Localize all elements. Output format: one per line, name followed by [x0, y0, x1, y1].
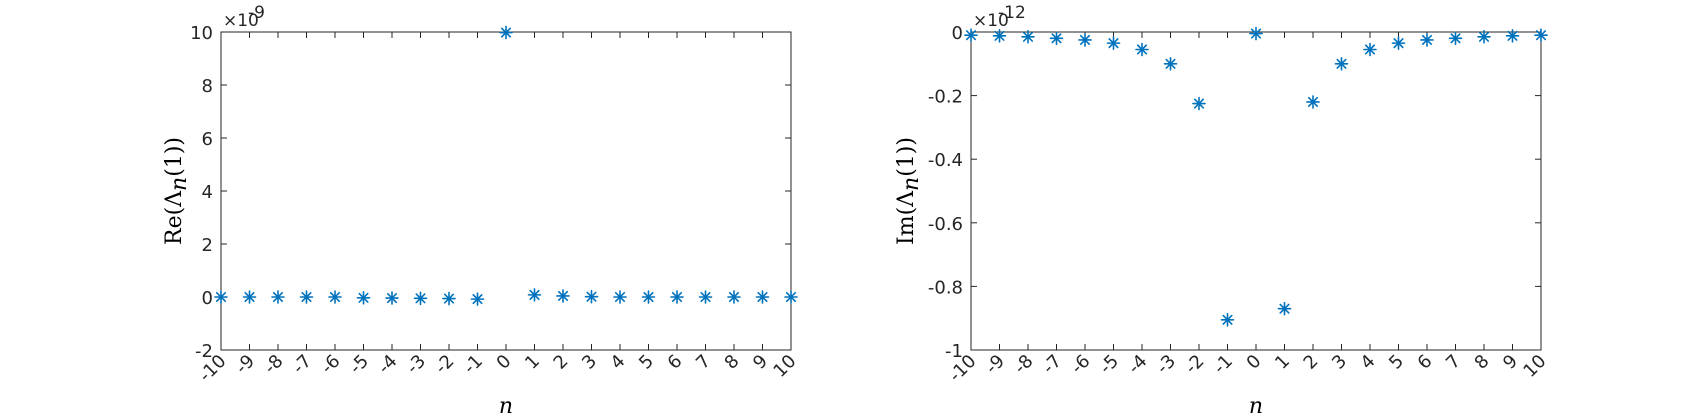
data-point — [499, 25, 513, 40]
y-tick-label: 6 — [202, 129, 213, 150]
plot-area — [220, 31, 792, 351]
data-point — [1534, 28, 1548, 42]
y-tick-label: -0.4 — [928, 150, 963, 171]
y-axis-label-suffix: (1)) — [894, 137, 919, 177]
data-point — [641, 290, 656, 304]
y-tick-label: 2 — [202, 235, 213, 256]
data-point — [1477, 29, 1491, 44]
data-point — [1334, 56, 1349, 71]
x-axis-label: n — [1249, 394, 1263, 419]
data-point — [1078, 33, 1092, 47]
data-point — [413, 291, 428, 306]
data-point — [356, 290, 371, 305]
y-axis-label: Re(Λn(1)) — [162, 137, 192, 245]
y-tick-label: -2 — [195, 341, 213, 362]
data-point — [755, 290, 770, 304]
y-axis-label: Im(Λn(1)) — [894, 137, 924, 245]
data-point — [992, 29, 1007, 43]
y-tick-label: -0.2 — [928, 87, 963, 108]
data-point — [271, 290, 285, 304]
y-axis-label-subscript: n — [167, 177, 192, 191]
y-tick-label: 4 — [202, 182, 213, 203]
data-point — [1448, 31, 1463, 46]
data-point — [214, 290, 228, 304]
y-exponent-base: ×10 — [223, 11, 259, 31]
y-exponent-base: ×10 — [973, 11, 1009, 31]
data-point — [470, 292, 485, 306]
data-point — [1306, 95, 1320, 109]
data-point — [1021, 29, 1035, 44]
data-point — [1277, 301, 1292, 316]
x-axis-label: n — [499, 394, 513, 419]
y-tick-label: -0.8 — [928, 277, 963, 298]
y-exponent-power: -12 — [998, 3, 1026, 23]
data-point — [670, 290, 684, 304]
data-point — [299, 290, 314, 304]
y-axis-label-prefix: Re(Λ — [162, 190, 187, 245]
data-point — [1420, 33, 1434, 47]
y-axis-label-subscript: n — [899, 177, 924, 191]
data-point — [1163, 56, 1178, 71]
data-point — [328, 290, 342, 304]
chart-panel-real: -10 -9 -8 -7 -6 -5 -4 -3 -2 -1 0 1 2 3 4 5 6 7 8 910-202468… — [162, 3, 801, 419]
data-point — [1049, 31, 1064, 46]
data-point — [1135, 42, 1149, 57]
y-tick-label: 8 — [202, 76, 213, 97]
y-axis-label-suffix: (1)) — [162, 137, 187, 177]
data-point — [1391, 36, 1406, 50]
data-point — [698, 290, 713, 304]
data-point — [442, 291, 456, 306]
data-point — [1363, 42, 1377, 57]
data-point — [527, 288, 542, 302]
data-point — [1505, 29, 1520, 43]
data-point — [1106, 36, 1121, 50]
data-point — [784, 290, 798, 304]
data-point — [727, 290, 741, 304]
data-point — [242, 290, 257, 304]
y-tick-label: 0 — [202, 288, 213, 309]
data-point — [584, 289, 599, 304]
y-exponent-power: -9 — [248, 3, 265, 23]
data-point — [1192, 96, 1206, 111]
data-point — [556, 289, 570, 303]
y-tick-label: -1 — [945, 341, 963, 362]
y-tick-label: 0 — [952, 23, 963, 44]
y-axis-label-prefix: Im(Λ — [894, 190, 919, 245]
data-series — [214, 25, 798, 306]
chart-panel-imag: -10 -9 -8 -7 -6 -5 -4 -3 -2 -1 0 1 2 3 4 5 6 7 8 910-1-0.8-… — [894, 3, 1551, 419]
data-point — [1220, 312, 1235, 327]
data-point — [964, 28, 978, 42]
y-tick-label: -0.6 — [928, 214, 963, 235]
data-point — [385, 291, 399, 305]
y-tick-label: 10 — [190, 23, 213, 44]
plot-area — [970, 31, 1542, 351]
data-point — [613, 290, 627, 304]
data-point — [1249, 26, 1263, 41]
data-series — [964, 26, 1548, 327]
